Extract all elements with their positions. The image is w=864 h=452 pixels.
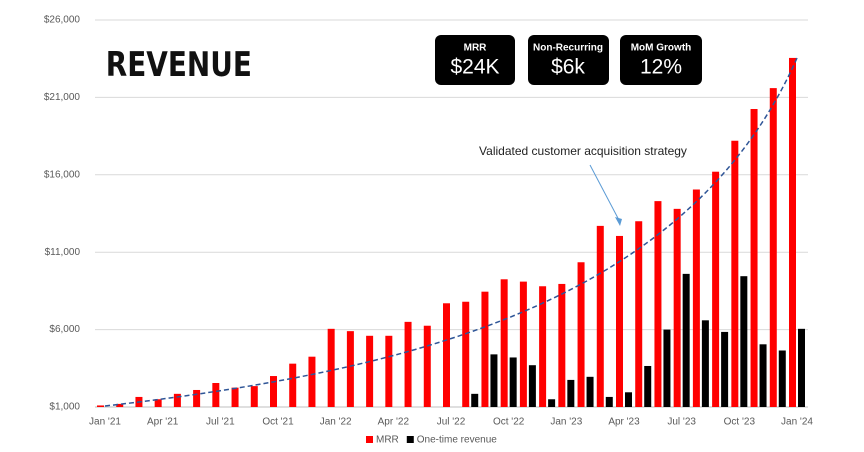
bar [528,365,536,407]
kpi-label: MoM Growth [631,43,692,54]
x-tick-label: Apr '22 [378,417,410,428]
bar [586,376,594,407]
bar [596,225,604,407]
bar [759,344,767,407]
bar [490,354,498,407]
bar [443,303,450,407]
bar [519,281,527,407]
bar [635,221,643,407]
bar [539,286,547,407]
bar [692,189,700,407]
y-tick-label: $16,000 [44,169,81,180]
bar [605,396,613,407]
bar [654,201,662,407]
bar [750,109,758,407]
chart-title: REVENUE [106,45,252,84]
legend-label: One-time revenue [417,435,497,446]
bar [289,363,297,407]
bar [625,392,632,407]
plot: $1,000 $6,000 $11,000 $16,000 $21,000 $26,000… [44,15,814,446]
y-tick-label: $1,000 [49,402,80,413]
y-tick-label: $26,000 [44,15,81,26]
kpi-card: Non-Recurring $6k [528,35,609,85]
kpi-box [528,35,609,85]
x-tick-label: Jul '22 [437,417,466,428]
kpi-box [435,35,515,85]
bar [616,235,623,407]
bar [789,57,796,408]
y-tick-label: $21,000 [44,92,81,103]
bar [701,320,709,407]
bar [97,405,104,407]
kpi-value: $6k [551,56,585,79]
x-tick-label: Oct '21 [262,417,294,428]
bar [731,140,739,407]
arrow-head [615,217,622,226]
kpi-label: Non-Recurring [533,43,603,54]
x-tick-label: Jul '21 [206,417,235,428]
bar [270,376,277,407]
bar [577,262,585,407]
x-tick-label: Jul '23 [667,417,696,428]
bar [769,88,777,407]
x-tick-label: Jan '21 [89,417,121,428]
kpi-card: MRR $24K [435,35,515,85]
bar [673,208,681,407]
bar [558,283,566,407]
y-tick-label: $11,000 [45,247,81,258]
bar [471,393,479,407]
bar [682,273,690,407]
bar [366,335,374,407]
bar [500,279,508,407]
annotation-arrow [589,164,621,223]
bar [567,379,575,407]
kpi-label: MRR [464,43,488,54]
x-tick-label: Apr '21 [147,417,179,428]
kpi-box [620,35,702,85]
kpi-value: 12% [640,56,682,79]
annotation: Validated customer acquisition strategy [479,144,687,158]
x-tick-label: Apr '23 [608,417,640,428]
bar [509,357,517,407]
bar [231,387,239,407]
bar [154,399,162,407]
bar [481,291,489,407]
bar [644,365,652,407]
bar [193,389,201,407]
bar [250,386,258,407]
bar [740,276,748,407]
bar [721,331,729,407]
bar [548,399,556,407]
bar [116,403,124,407]
bar [346,331,354,407]
x-tick-label: Jan '24 [781,417,813,428]
bar [423,325,431,407]
bar [778,350,786,407]
kpi-card: MoM Growth 12% [620,35,702,85]
bar [462,301,470,407]
x-tick-label: Jan '23 [550,417,582,428]
trend-line [104,57,798,407]
legend-swatch [406,436,414,443]
bar [327,328,335,407]
bar [798,328,805,407]
legend-swatch [366,436,373,443]
kpi-value: $24K [450,56,499,79]
bar [404,321,412,407]
x-tick-label: Oct '22 [493,417,525,428]
bar [663,329,671,407]
bar [173,393,181,407]
legend-label: MRR [376,435,399,446]
bar [385,335,393,407]
x-tick-label: Jan '22 [320,417,352,428]
bar [712,171,720,407]
bar [308,356,316,407]
bar [212,383,220,407]
y-tick-label: $6,000 [49,324,80,335]
x-tick-label: Oct '23 [724,417,756,428]
